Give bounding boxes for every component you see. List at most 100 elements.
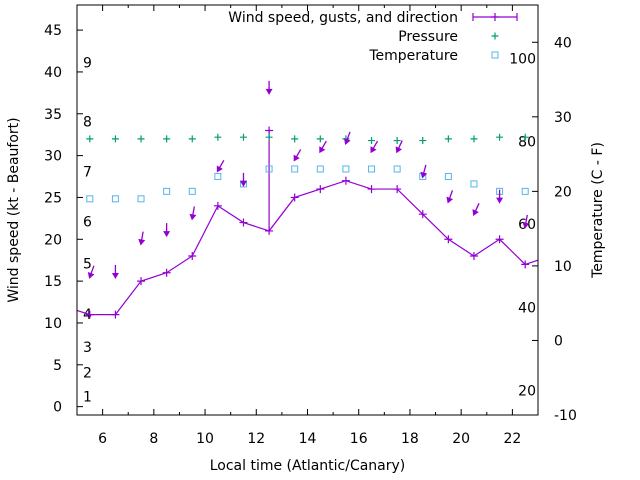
y-tick-label: 25 xyxy=(44,190,62,206)
wind-direction-arrow xyxy=(138,231,146,246)
temperature-point xyxy=(368,165,376,173)
wind-arrow-head xyxy=(395,146,403,154)
y2-tick-label: -10 xyxy=(554,408,577,424)
beaufort-label: 3 xyxy=(83,340,92,356)
wind-direction-arrow xyxy=(216,159,225,173)
y-axis-title: Wind speed (kt - Beaufort) xyxy=(6,117,22,302)
temperature-point xyxy=(214,172,222,180)
wind-arrow-head xyxy=(370,146,377,154)
legend-swatch-marker xyxy=(491,32,499,40)
pressure-point xyxy=(86,135,94,143)
temperature-point xyxy=(163,187,171,195)
wind-direction-arrow xyxy=(420,164,428,179)
pressure-point xyxy=(444,135,452,143)
wind-arrow-head xyxy=(265,88,273,95)
y2-tick-label: 30 xyxy=(554,110,572,126)
pressure-point xyxy=(419,137,427,145)
wind-direction-arrow xyxy=(87,265,95,279)
wind-direction-arrow xyxy=(496,189,504,204)
y-tick-label: 45 xyxy=(44,23,62,39)
wind-point xyxy=(162,268,171,277)
wind-point xyxy=(393,185,402,194)
x-tick-label: 14 xyxy=(299,431,317,447)
x-tick-label: 20 xyxy=(452,431,470,447)
beaufort-label: 1 xyxy=(83,390,92,406)
wind-point xyxy=(418,210,427,219)
temperature-point xyxy=(86,195,94,203)
wind-arrow-head xyxy=(522,222,530,229)
wind-point xyxy=(265,226,274,235)
wind-point xyxy=(521,260,530,269)
wind-point xyxy=(495,235,504,244)
wind-arrow-head xyxy=(111,272,119,279)
wind-point xyxy=(444,235,453,244)
wind-direction-arrow xyxy=(319,140,327,154)
temperature-point xyxy=(342,165,350,173)
wind-arrow-head xyxy=(420,171,428,179)
wind-arrow-head xyxy=(446,196,454,204)
wind-point xyxy=(341,176,350,185)
y-tick-label: 5 xyxy=(53,358,62,374)
wind-series-line xyxy=(76,130,539,316)
pressure-point xyxy=(521,133,529,141)
fahrenheit-label: 80 xyxy=(518,134,536,150)
y2-axis-title: Temperature (C - F) xyxy=(590,142,606,279)
wind-direction-arrow xyxy=(111,264,119,279)
pressure-point xyxy=(496,133,504,141)
wind-arrow-head xyxy=(189,213,197,221)
x-tick-label: 6 xyxy=(98,431,107,447)
wind-direction-arrow xyxy=(343,131,351,145)
temperature-point xyxy=(470,180,478,188)
wind-direction-arrow xyxy=(239,172,247,187)
temperature-point xyxy=(393,165,401,173)
wind-point xyxy=(316,185,325,194)
wind-arrow-head xyxy=(239,180,247,187)
x-tick-label: 22 xyxy=(503,431,521,447)
legend-label: Temperature xyxy=(368,48,458,64)
wind-point xyxy=(85,310,94,319)
x-tick-label: 10 xyxy=(196,431,214,447)
wind-point xyxy=(290,193,299,202)
x-tick-label: 18 xyxy=(401,431,419,447)
plot-frame xyxy=(76,4,539,416)
pressure-point xyxy=(316,135,324,143)
wind-arrow-head xyxy=(496,197,504,204)
beaufort-label: 5 xyxy=(83,257,92,273)
legend-label: Pressure xyxy=(398,29,458,45)
wind-arrow-head xyxy=(163,231,171,238)
pressure-point xyxy=(393,137,401,145)
y-tick-label: 40 xyxy=(44,65,62,81)
wind-point xyxy=(469,252,478,261)
y-tick-label: 0 xyxy=(53,400,62,416)
pressure-point xyxy=(214,133,222,141)
wind-arrow-head xyxy=(138,238,146,246)
wind-point xyxy=(213,201,222,210)
y-tick-label: 30 xyxy=(44,149,62,165)
wind-point xyxy=(111,310,120,319)
beaufort-label: 2 xyxy=(83,365,92,381)
wind-direction-arrow xyxy=(293,149,302,162)
legend-swatch-marker xyxy=(491,13,499,21)
temperature-point xyxy=(316,165,324,173)
wind-direction-arrow xyxy=(265,80,273,95)
pressure-point xyxy=(291,135,299,143)
plot-area: 12345678920406080100 xyxy=(76,52,539,406)
pressure-point xyxy=(368,137,376,145)
y-tick-label: 35 xyxy=(44,107,62,123)
wind-direction-arrow xyxy=(395,140,403,154)
y-tick-label: 15 xyxy=(44,274,62,290)
temperature-point xyxy=(137,195,145,203)
wind-direction-arrow xyxy=(370,140,379,154)
wind-point xyxy=(137,277,146,286)
fahrenheit-label: 20 xyxy=(518,383,536,399)
y2-tick-label: 40 xyxy=(554,35,572,51)
fahrenheit-label: 40 xyxy=(518,301,536,317)
x-tick-label: 8 xyxy=(149,431,158,447)
wind-arrow-head xyxy=(216,165,223,173)
y2-tick-label: 10 xyxy=(554,259,572,275)
temperature-point xyxy=(291,165,299,173)
pressure-point xyxy=(188,135,196,143)
pressure-point xyxy=(137,135,145,143)
wind-arrow-head xyxy=(472,209,479,216)
